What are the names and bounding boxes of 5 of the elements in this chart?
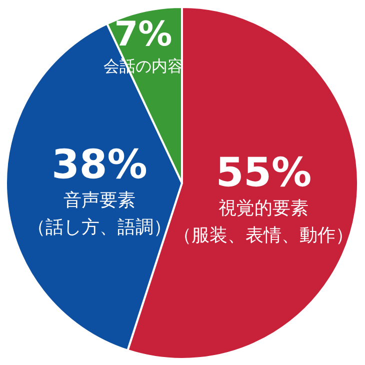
data-label: 55% [216, 150, 312, 196]
slice-label: 視覚的要素（服装、表情、動作） [174, 198, 354, 246]
data-label: 38% [52, 142, 148, 188]
data-label: 7% [114, 14, 172, 55]
slice-label: 音声要素（話し方、語調） [27, 190, 172, 238]
